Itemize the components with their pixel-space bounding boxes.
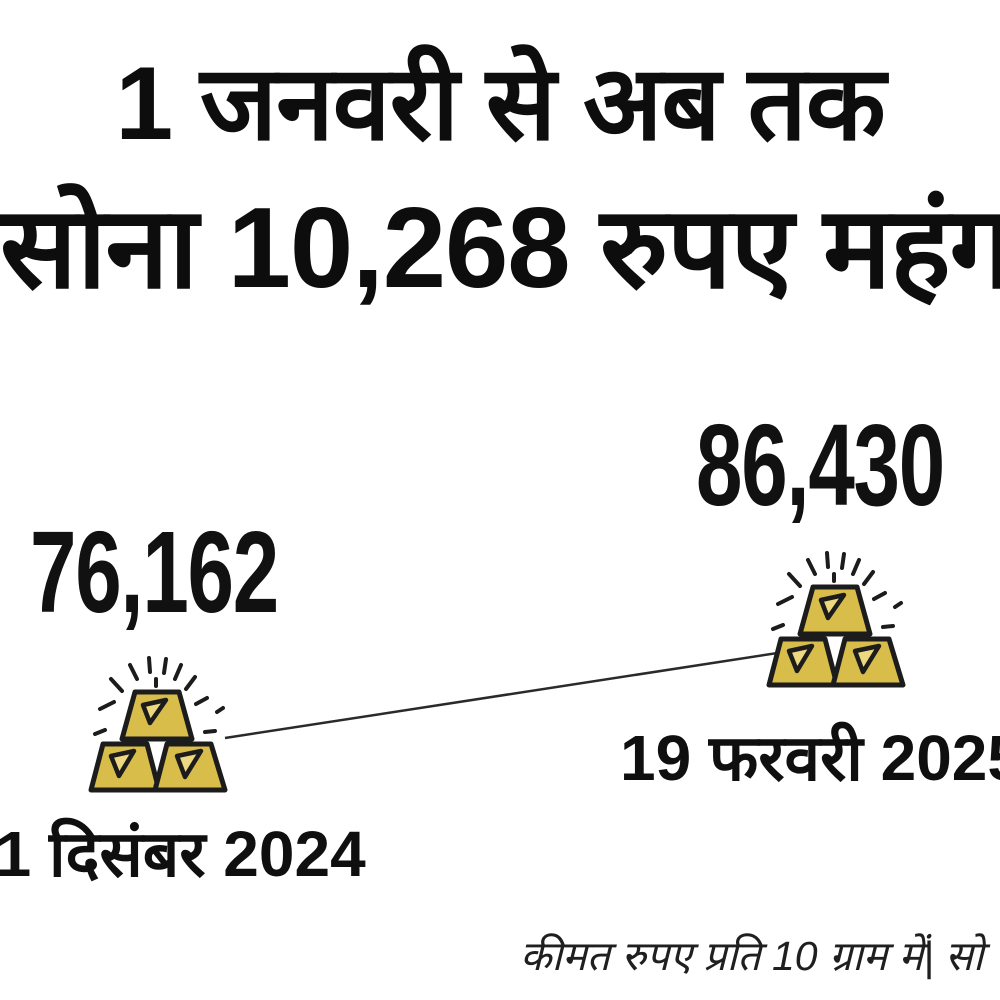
- footnote: कीमत रुपए प्रति 10 ग्राम में| सो: [520, 933, 984, 979]
- headline-line-1: 1 जनवरी से अब तक: [115, 46, 885, 162]
- date-left-label: 31 दिसंबर 2024: [0, 818, 366, 890]
- price-right-value: 86,430: [696, 400, 945, 530]
- headline-line-2: सोना 10,268 रुपए महंगा: [0, 185, 1000, 312]
- gold-bars-icon-right: [755, 543, 915, 696]
- gold-bars-icon-left: [77, 648, 237, 801]
- price-left-value: 76,162: [30, 507, 279, 637]
- date-right-label: 19 फरवरी 2025: [620, 722, 1000, 794]
